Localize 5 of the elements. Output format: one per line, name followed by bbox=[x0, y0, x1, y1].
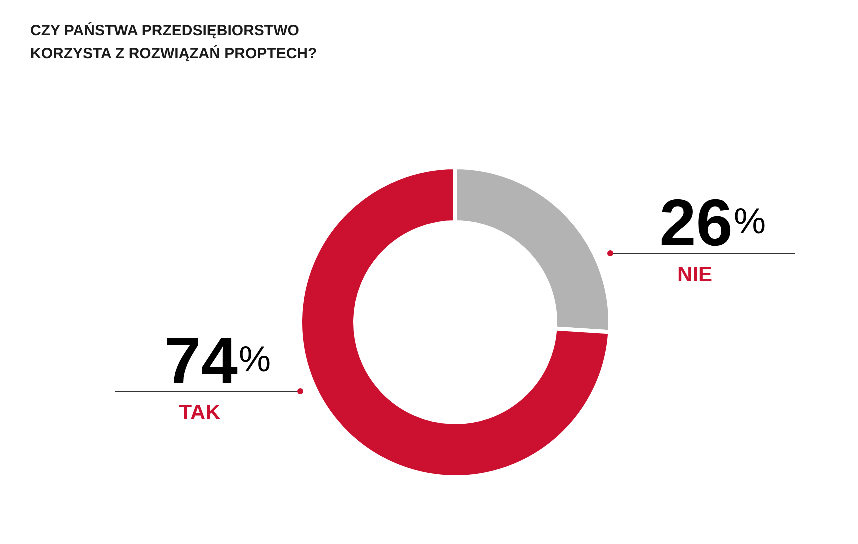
chart-title: CZY PAŃSTWA PRZEDSIĘBIORSTWO KORZYSTA Z ROZWIĄZAŃ PROPTECH? bbox=[30, 22, 318, 62]
data-label: 74% bbox=[164, 323, 272, 398]
slice-label: NIE bbox=[677, 264, 713, 287]
data-label: 26% bbox=[660, 186, 766, 260]
slice-label: TAK bbox=[179, 401, 221, 424]
